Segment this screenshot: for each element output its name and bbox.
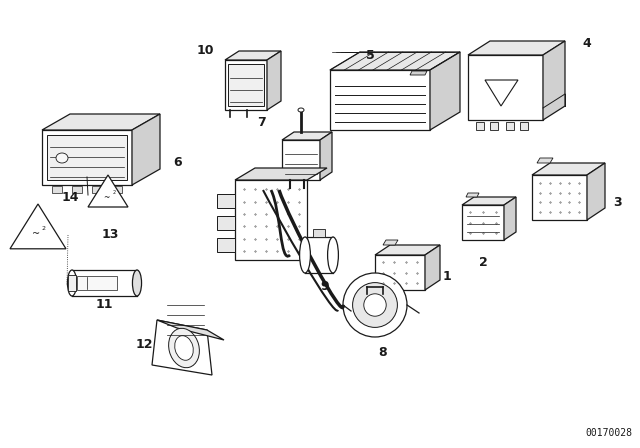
Text: 11: 11 [95, 298, 113, 311]
Polygon shape [468, 55, 543, 120]
Polygon shape [152, 320, 212, 375]
Bar [476, 122, 484, 130]
Polygon shape [466, 193, 479, 197]
Polygon shape [235, 168, 327, 180]
Text: 14: 14 [61, 190, 79, 203]
Polygon shape [282, 140, 320, 180]
Ellipse shape [67, 270, 77, 296]
Polygon shape [42, 130, 132, 185]
Text: 2: 2 [41, 225, 45, 231]
Bar [92, 186, 102, 193]
Polygon shape [543, 41, 565, 120]
Polygon shape [532, 163, 605, 175]
Polygon shape [313, 229, 325, 237]
Ellipse shape [364, 294, 386, 316]
Text: 12: 12 [135, 339, 153, 352]
Ellipse shape [132, 270, 141, 296]
Ellipse shape [328, 237, 339, 273]
Polygon shape [225, 51, 281, 60]
Ellipse shape [168, 328, 200, 368]
Polygon shape [375, 255, 425, 290]
Polygon shape [10, 204, 66, 249]
Polygon shape [47, 135, 127, 180]
Text: 9: 9 [321, 280, 330, 293]
Text: ~: ~ [32, 229, 40, 239]
Ellipse shape [175, 336, 193, 360]
Polygon shape [425, 245, 440, 290]
Polygon shape [462, 205, 504, 240]
Bar [235, 180, 307, 260]
Bar [72, 186, 82, 193]
Text: 3: 3 [612, 195, 621, 208]
Text: 10: 10 [196, 43, 214, 56]
Text: 6: 6 [173, 155, 182, 168]
Polygon shape [88, 175, 128, 207]
Polygon shape [375, 245, 440, 255]
Polygon shape [462, 197, 516, 205]
Polygon shape [504, 197, 516, 240]
Bar [112, 186, 122, 193]
Polygon shape [267, 51, 281, 110]
Polygon shape [532, 175, 587, 220]
Text: 8: 8 [379, 346, 387, 359]
Ellipse shape [300, 237, 310, 273]
Polygon shape [42, 114, 160, 130]
Polygon shape [225, 60, 267, 110]
Text: 00170028: 00170028 [585, 428, 632, 438]
Polygon shape [282, 132, 332, 140]
Polygon shape [430, 52, 460, 130]
Bar [68, 275, 76, 291]
Bar [52, 186, 62, 193]
Ellipse shape [353, 283, 397, 327]
Ellipse shape [56, 153, 68, 163]
Polygon shape [383, 240, 398, 245]
Bar [77, 276, 117, 290]
Polygon shape [228, 64, 264, 106]
Text: 4: 4 [582, 36, 591, 49]
Text: 1: 1 [443, 271, 451, 284]
Polygon shape [157, 320, 224, 340]
Text: 7: 7 [258, 116, 266, 129]
Polygon shape [320, 132, 332, 180]
Text: 13: 13 [101, 228, 118, 241]
Polygon shape [587, 163, 605, 220]
Bar [217, 238, 235, 252]
Polygon shape [132, 114, 160, 185]
Bar [520, 122, 528, 130]
Polygon shape [485, 80, 518, 106]
Ellipse shape [343, 273, 407, 337]
Polygon shape [468, 41, 565, 55]
Bar [506, 122, 514, 130]
Bar [217, 194, 235, 208]
Text: 2: 2 [113, 190, 116, 194]
Polygon shape [410, 71, 427, 75]
Text: ~: ~ [103, 194, 109, 202]
Polygon shape [537, 158, 553, 163]
Polygon shape [330, 70, 430, 130]
Ellipse shape [298, 108, 304, 112]
Polygon shape [330, 52, 460, 70]
Bar [217, 216, 235, 230]
Bar [490, 122, 498, 130]
Text: 5: 5 [365, 48, 374, 61]
Text: 2: 2 [479, 255, 488, 268]
